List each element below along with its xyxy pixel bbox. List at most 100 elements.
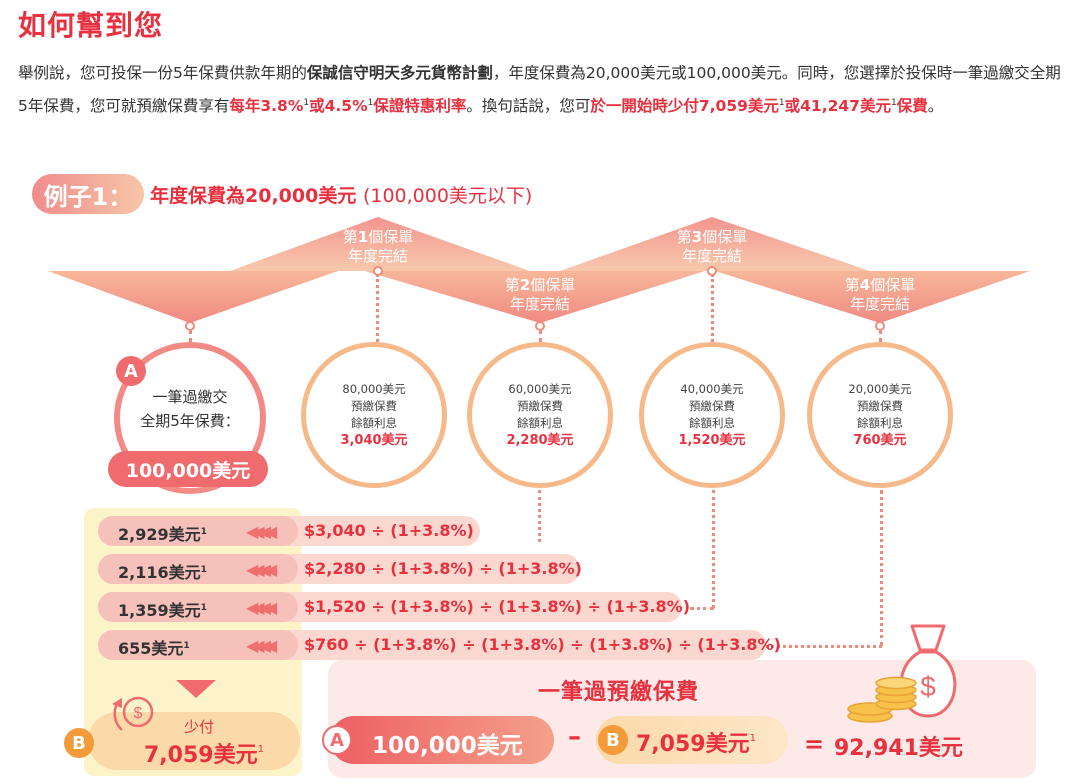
triple-left-arrow-icon: ◀◀◀◀ xyxy=(246,560,277,579)
money-bag-icon: $ xyxy=(899,624,957,718)
interest-circle-2: 60,000美元 預繳保費 餘額利息 2,280美元 xyxy=(467,342,613,488)
connector-0 xyxy=(189,330,192,342)
row-connector-2 xyxy=(538,490,541,542)
circle-3-label: 預繳保費 xyxy=(689,399,735,413)
year-2-triangle xyxy=(365,271,705,323)
rate-45: 或4.5% xyxy=(309,97,368,115)
year-1-triangle xyxy=(230,217,530,271)
circle-1-label2: 餘額利息 xyxy=(351,416,397,430)
circle-2-interest: 2,280美元 xyxy=(506,433,574,448)
node-0 xyxy=(185,321,195,330)
circle-2-balance: 60,000美元 xyxy=(508,382,572,396)
discount-row-left-1 xyxy=(98,516,298,546)
dollar-refresh-icon: $ xyxy=(112,696,154,731)
guaranteed-rate: 保證特惠利率 xyxy=(373,97,467,115)
example-range: (100,000美元以下) xyxy=(362,185,533,207)
interest-circle-1: 80,000美元 預繳保費 餘額利息 3,040美元 xyxy=(301,342,447,488)
badge-b: B xyxy=(64,728,94,758)
discount-row-3-formula: $1,520 ÷ (1+3.8%) ÷ (1+3.8%) ÷ (1+3.8%) xyxy=(304,597,690,616)
connector-1 xyxy=(376,274,379,342)
circle-1-label: 預繳保費 xyxy=(351,399,397,413)
example-label: 例子1： xyxy=(32,174,144,214)
connector-4 xyxy=(879,330,882,342)
pay-less-label: 少付 xyxy=(184,718,215,736)
discount-row-left-2 xyxy=(98,554,298,584)
para-text-4: 。換句話說，您可 xyxy=(466,97,591,115)
year-1-label: 第1個保單 年度完結 xyxy=(342,228,414,265)
row-connector-3 xyxy=(712,490,715,608)
discount-row-1-formula: $3,040 ÷ (1+3.8%) xyxy=(304,521,474,540)
row-connector-4 xyxy=(880,490,883,646)
pay-less-amount: 7,059美元1 xyxy=(144,743,264,768)
triple-left-arrow-icon: ◀◀◀◀ xyxy=(246,598,277,617)
equation-b-pill xyxy=(596,716,788,764)
node-2 xyxy=(535,321,545,330)
circle-a-line1: 一筆過繳交 xyxy=(152,388,228,406)
premium-word: 保費 xyxy=(896,97,928,115)
year-3-label: 第3個保單 年度完結 xyxy=(676,228,748,265)
circle-1-balance: 80,000美元 xyxy=(342,382,406,396)
year-2-label: 第2個保單 年度完結 xyxy=(504,276,576,313)
equation-badge-a: A xyxy=(322,725,352,755)
example-description: 年度保費為20,000美元 (100,000美元以下) xyxy=(150,181,532,208)
circle-4-label2: 餘額利息 xyxy=(857,416,903,430)
down-arrow-icon xyxy=(176,680,216,698)
circle-3-balance: 40,000美元 xyxy=(680,382,744,396)
circle-3-label2: 餘額利息 xyxy=(689,416,735,430)
example-premium: 年度保費為20,000美元 xyxy=(150,185,357,207)
equation-equals: = xyxy=(804,730,825,758)
triple-left-arrow-icon: ◀◀◀◀ xyxy=(246,636,277,655)
circle-a-line2: 全期5年保費： xyxy=(140,412,240,430)
pay-less-41247: 或41,247美元 xyxy=(784,97,891,115)
circle-4-interest: 760美元 xyxy=(853,433,907,448)
pay-less-7059: 於一開始時少付7,059美元 xyxy=(590,97,779,115)
para-text-3: ，年度保費為20,000美元或100,000美元。同時，您選擇於投保時一筆過繳交… xyxy=(18,64,1061,115)
footnote-2: 1 xyxy=(367,98,374,108)
interest-circle-3: 40,000美元 預繳保費 餘額利息 1,520美元 xyxy=(639,342,785,488)
circle-4-balance: 20,000美元 xyxy=(848,382,912,396)
circle-3-interest: 1,520美元 xyxy=(678,433,746,448)
coin-stack-icon xyxy=(847,676,917,723)
triple-left-arrow-icon: ◀◀◀◀ xyxy=(246,522,277,541)
circle-a-amount: 100,000美元 xyxy=(108,451,268,487)
discount-row-left-4 xyxy=(98,630,298,660)
connector-3 xyxy=(711,274,714,342)
equation-a-amount: 100,000美元 xyxy=(372,733,523,759)
pay-less-pill xyxy=(88,712,300,770)
intro-paragraph: 舉例說，您可投保一份5年保費供款年期的保誠信守明天多元貨幣計劃，年度保費為20,… xyxy=(18,58,1068,121)
footnote-3: 1 xyxy=(778,98,785,108)
connector-2 xyxy=(539,330,542,342)
row-connector-3h xyxy=(690,607,714,610)
discount-row-2-value: 2,116美元1 xyxy=(118,563,207,582)
badge-a: A xyxy=(116,356,146,386)
discount-row-1-value: 2,929美元1 xyxy=(118,525,207,544)
discount-row-left-3 xyxy=(98,592,298,622)
interest-circle-4: 20,000美元 預繳保費 餘額利息 760美元 xyxy=(807,342,953,488)
equation-title: 一筆過預繳保費 xyxy=(538,680,700,705)
circle-2-label: 預繳保費 xyxy=(517,399,563,413)
rate-38: 每年3.8% xyxy=(229,97,304,115)
para-text-1: 舉例說，您可投保一份5年保費供款年期的 xyxy=(18,64,307,82)
equation-b-amount: 7,059美元1 xyxy=(636,732,756,757)
discount-row-4-formula: $760 ÷ (1+3.8%) ÷ (1+3.8%) ÷ (1+3.8%) ÷ … xyxy=(304,635,781,654)
year-0-triangle xyxy=(48,271,338,323)
footnote-4: 1 xyxy=(890,98,897,108)
year-4-triangle xyxy=(715,271,1030,323)
equation-result: 92,941美元 xyxy=(834,736,963,761)
node-4 xyxy=(875,321,885,330)
year-4-label: 第4個保單 年度完結 xyxy=(844,276,916,313)
page-title: 如何幫到您 xyxy=(18,9,164,42)
equation-a-pill xyxy=(330,716,554,764)
equation-badge-b: B xyxy=(598,725,628,755)
discount-row-4-value: 655美元1 xyxy=(118,639,190,658)
year-3-triangle xyxy=(560,217,870,271)
circle-1-interest: 3,040美元 xyxy=(340,433,408,448)
policy-year-timeline xyxy=(48,217,1030,330)
equation-minus: – xyxy=(568,722,581,752)
svg-text:$: $ xyxy=(920,671,936,702)
circle-4-label: 預繳保費 xyxy=(857,399,903,413)
plan-name: 保誠信守明天多元貨幣計劃 xyxy=(306,64,493,82)
svg-text:$: $ xyxy=(134,705,143,722)
footnote-1: 1 xyxy=(303,98,310,108)
circle-2-label2: 餘額利息 xyxy=(517,416,563,430)
